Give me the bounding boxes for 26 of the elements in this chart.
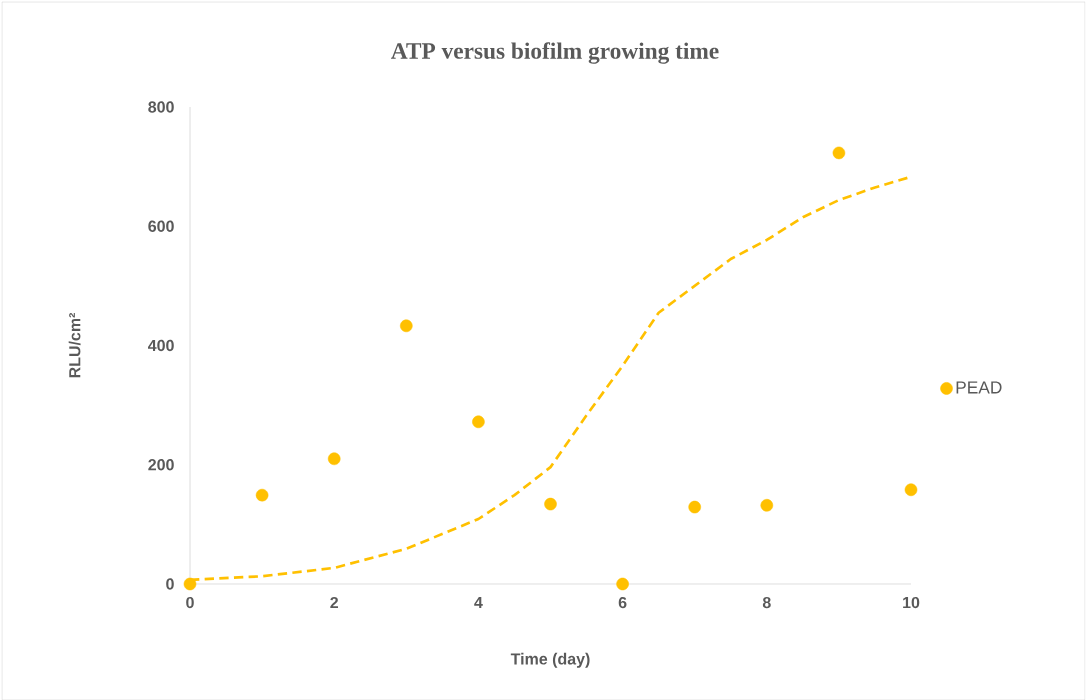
x-tick-label: 4 xyxy=(474,596,483,608)
chart-title: ATP versus biofilm growing time xyxy=(391,42,719,64)
point xyxy=(832,146,846,160)
point xyxy=(904,483,918,497)
point xyxy=(183,577,197,591)
point xyxy=(544,497,557,511)
point xyxy=(616,577,629,591)
legend-label: PEAD xyxy=(956,381,1002,394)
x-axis-title: Time (day) xyxy=(510,652,590,668)
x-tick-label: 0 xyxy=(186,596,194,609)
y-tick-label: 400 xyxy=(148,339,174,352)
point xyxy=(327,452,341,466)
point xyxy=(472,415,485,429)
point xyxy=(688,500,701,514)
x-tick-label: 10 xyxy=(903,596,920,609)
point xyxy=(760,499,774,512)
point xyxy=(255,488,269,502)
x-tick-label: 6 xyxy=(618,596,627,609)
y-tick-label: 800 xyxy=(148,101,174,113)
y-axis-title: RLU/cm² xyxy=(68,312,81,378)
y-tick-label: 0 xyxy=(166,578,174,590)
y-tick-label: 200 xyxy=(148,459,174,471)
point xyxy=(400,319,413,333)
y-tick-label: 600 xyxy=(148,220,174,232)
x-tick-label: 8 xyxy=(762,596,771,609)
x-tick-label: 2 xyxy=(330,596,339,609)
